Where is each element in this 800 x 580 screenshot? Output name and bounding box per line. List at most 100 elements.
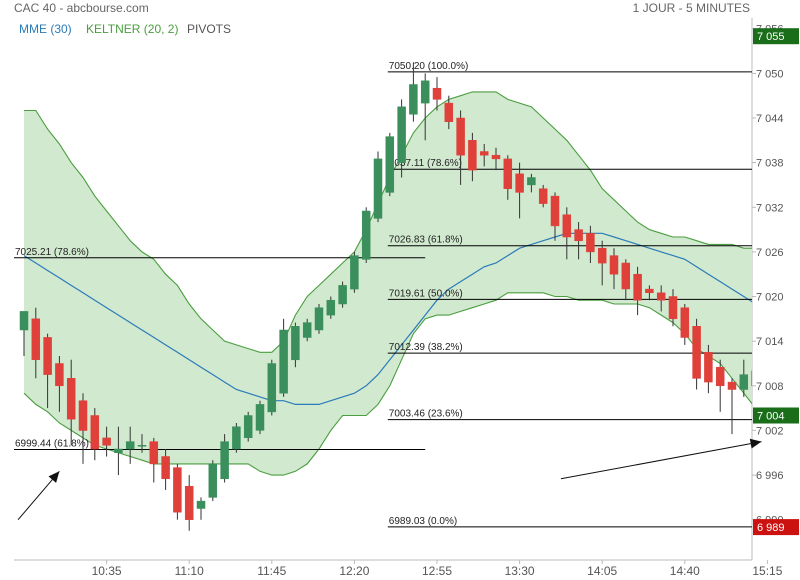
x-tick-label: 12:55 <box>422 564 452 578</box>
candle-body[interactable] <box>314 307 324 331</box>
fib-level-label: 7026.83 (61.8%) <box>389 235 463 246</box>
ema-line-group <box>23 232 752 405</box>
price-badge <box>753 407 799 424</box>
candle-body[interactable] <box>479 151 489 156</box>
candle-body[interactable] <box>208 463 218 498</box>
candle-body[interactable] <box>326 299 336 316</box>
candle-body[interactable] <box>645 288 654 294</box>
y-tick-label: 7 002 <box>756 425 784 437</box>
candle-body[interactable] <box>338 285 347 305</box>
candle-body[interactable] <box>196 500 206 509</box>
candle-body[interactable] <box>574 229 583 242</box>
candle-body[interactable] <box>255 404 265 431</box>
candle-body[interactable] <box>31 318 41 360</box>
candle-body[interactable] <box>267 363 277 413</box>
candles <box>19 62 795 531</box>
candle-body[interactable] <box>656 292 666 301</box>
timeframe-label[interactable]: 1 JOUR - 5 MINUTES <box>633 1 750 15</box>
candle-body[interactable] <box>90 415 100 450</box>
candle-body[interactable] <box>220 441 229 480</box>
candle-body[interactable] <box>78 400 88 431</box>
candle-body[interactable] <box>243 415 253 439</box>
candle-body[interactable] <box>456 117 465 156</box>
candle-body[interactable] <box>527 177 536 186</box>
candle-body[interactable] <box>468 140 477 171</box>
candle-body[interactable] <box>161 456 170 480</box>
candle-body[interactable] <box>43 337 52 375</box>
candle-body[interactable] <box>302 322 312 338</box>
candle-body[interactable] <box>66 378 76 420</box>
candle-body[interactable] <box>279 329 288 394</box>
price-badge-label: 7 004 <box>757 411 785 423</box>
y-tick-label: 7 038 <box>756 158 784 170</box>
y-tick-label: 6 996 <box>756 470 784 482</box>
candle-body[interactable] <box>373 158 383 219</box>
candle-body[interactable] <box>562 214 572 238</box>
candle-body[interactable] <box>680 307 690 338</box>
trend-line[interactable] <box>560 441 762 480</box>
price-badge-label: 6 989 <box>757 522 785 534</box>
candle-body[interactable] <box>739 374 749 390</box>
candle-body[interactable] <box>515 173 524 193</box>
candle-body[interactable] <box>715 366 725 387</box>
fib-level-label: 7019.61 (50.0%) <box>389 288 463 299</box>
candle-body[interactable] <box>102 437 111 446</box>
candle-body[interactable] <box>597 247 607 264</box>
candle-body[interactable] <box>149 441 159 465</box>
price-badge <box>753 28 799 45</box>
candle-body[interactable] <box>751 370 760 387</box>
y-tick-label: 7 026 <box>756 247 784 259</box>
trend-arrowhead <box>749 438 762 449</box>
price-badge-label: 7 055 <box>757 31 785 43</box>
trend-arrowhead <box>48 471 60 483</box>
candle-body[interactable] <box>491 154 501 160</box>
candle-body[interactable] <box>409 84 418 115</box>
candle-body[interactable] <box>692 326 701 379</box>
fibonacci-levels: 7050.20 (100.0%) 7037.11 (78.6%) 7026.83 (… <box>14 61 752 528</box>
y-tick-label: 7 014 <box>756 336 784 348</box>
legend-pivots[interactable]: PIVOTS <box>187 22 231 36</box>
candle-body[interactable] <box>668 296 678 320</box>
candle-body[interactable] <box>503 158 513 189</box>
legend-keltner[interactable]: KELTNER (20, 2) <box>86 22 178 36</box>
trend-lines <box>17 438 762 521</box>
candle-body[interactable] <box>609 255 619 275</box>
price-badges: 7 055 7 004 6 989 <box>753 28 799 536</box>
candle-body[interactable] <box>550 195 560 227</box>
legend-ema[interactable]: MME (30) <box>19 22 72 36</box>
x-tick-label: 14:05 <box>587 564 617 578</box>
candle-body[interactable] <box>291 326 300 361</box>
candle-body[interactable] <box>55 363 64 387</box>
candle-body[interactable] <box>350 255 359 290</box>
candle-body[interactable] <box>184 485 194 520</box>
price-badge <box>753 519 799 536</box>
candle-body[interactable] <box>361 210 371 260</box>
fib-level-label: 7037.11 (78.6%) <box>389 158 462 169</box>
candle-body[interactable] <box>633 273 642 301</box>
candle-body[interactable] <box>137 445 147 447</box>
candle-body[interactable] <box>432 87 442 100</box>
candle-body[interactable] <box>420 80 430 104</box>
candle-body[interactable] <box>586 233 595 253</box>
candle-body[interactable] <box>232 426 241 450</box>
candle-body[interactable] <box>19 311 29 331</box>
candle-body[interactable] <box>787 390 795 391</box>
x-tick-label: 14:40 <box>670 564 700 578</box>
candle-body[interactable] <box>621 262 631 290</box>
fib-level-label: 7050.20 (100.0%) <box>389 61 469 72</box>
x-tick-label: 12:20 <box>339 564 369 578</box>
candle-body[interactable] <box>173 467 182 513</box>
fib-level-label: 6999.44 (61.8%) <box>15 439 89 450</box>
candle-body[interactable] <box>385 136 395 193</box>
candle-body[interactable] <box>727 381 737 390</box>
y-tick-label: 7 032 <box>756 202 784 214</box>
candle-body[interactable] <box>114 448 123 453</box>
candle-body[interactable] <box>397 106 406 163</box>
candle-body[interactable] <box>538 188 548 204</box>
candle-body[interactable] <box>125 441 135 450</box>
candle-body[interactable] <box>444 102 454 122</box>
candle-body[interactable] <box>704 352 713 383</box>
